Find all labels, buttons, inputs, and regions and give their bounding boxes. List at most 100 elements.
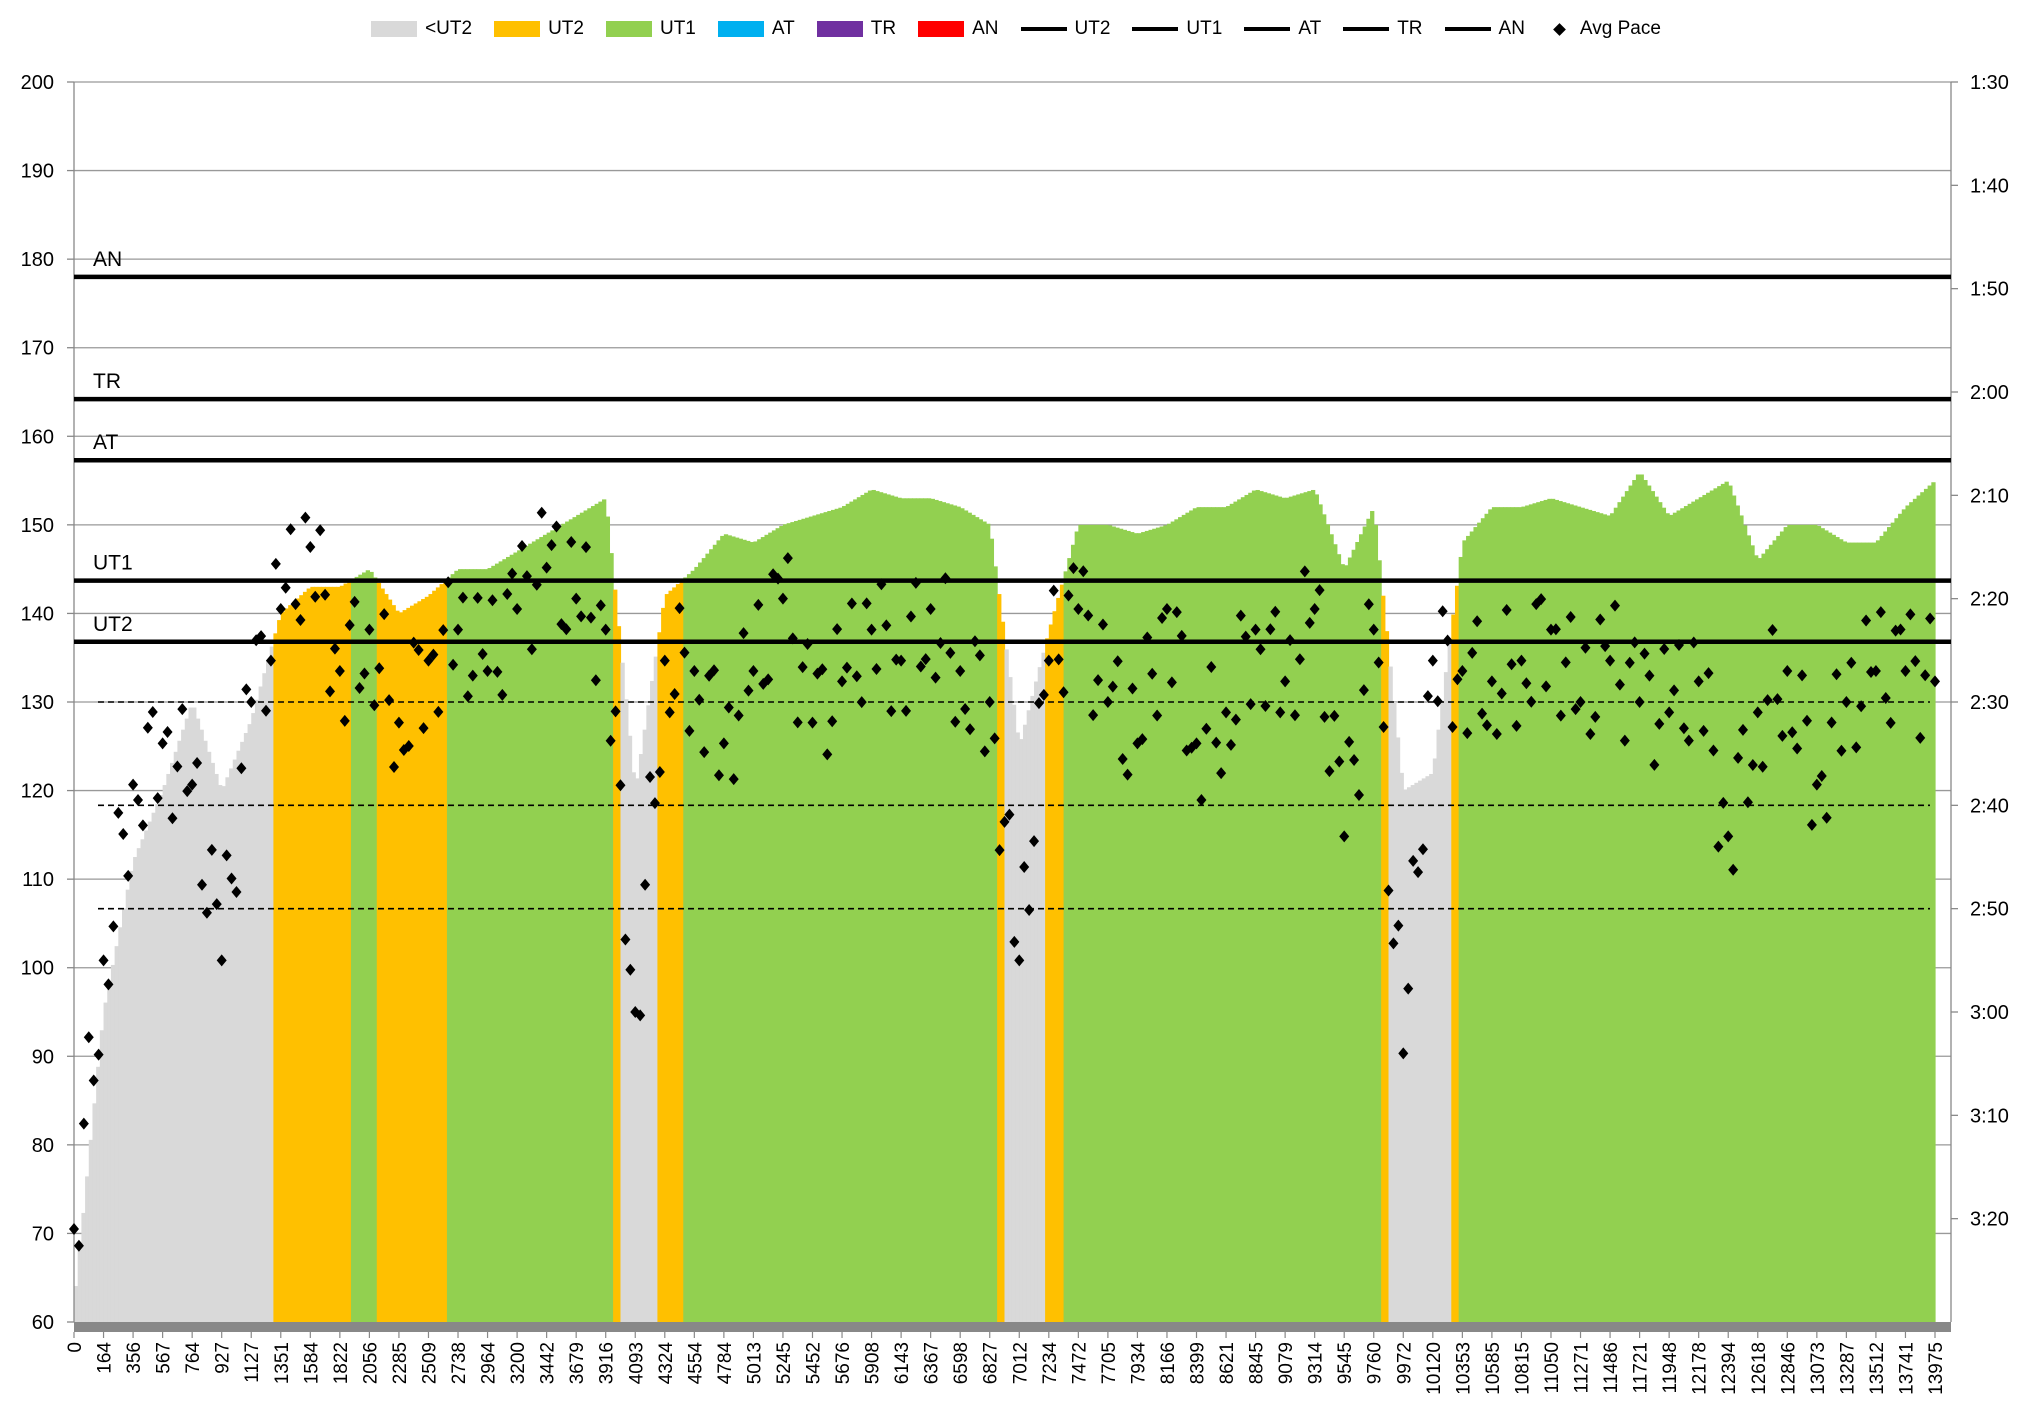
hr-area-segment [978,519,983,1322]
hr-area-segment [476,569,481,1322]
hr-area-segment [398,612,404,1322]
avg-pace-marker [182,785,193,798]
hr-area-segment [1857,542,1862,1322]
hr-area-segment [1152,528,1157,1322]
avg-pace-marker [1565,610,1576,623]
hr-area-segment [1237,499,1242,1323]
hr-area-segment [938,501,943,1322]
avg-pace-marker [940,572,951,585]
hr-area-segment [136,848,142,1322]
hr-area-segment [302,591,308,1322]
avg-pace-marker [428,648,439,661]
avg-pace-point [925,603,936,615]
hr-area-segment [1207,507,1212,1323]
x-tick-label: 2738 [449,1342,470,1384]
hr-area-segment [1355,542,1360,1322]
avg-pace-point [246,696,257,708]
y-left-tick-label: 200 [21,72,54,94]
avg-pace-marker [1142,631,1153,644]
hr-area-segment [254,699,260,1322]
hr-area-segment [458,569,463,1322]
avg-pace-marker [1787,726,1798,739]
hr-area-segment [1281,497,1286,1322]
hr-area-segment [1299,493,1305,1322]
avg-pace-marker [197,878,208,891]
avg-pace-marker [433,705,444,718]
legend-label: AT [1298,18,1322,39]
avg-pace-marker [832,623,843,636]
hr-area-segment [801,518,806,1322]
avg-pace-point [748,665,759,677]
legend-label: UT2 [548,18,584,39]
avg-pace-marker [1614,678,1625,691]
hr-area-segment [539,537,544,1322]
avg-pace-marker [472,591,483,604]
hr-area-segment [1868,542,1873,1322]
avg-pace-marker [1166,676,1177,689]
avg-pace-marker [1408,854,1419,867]
legend-line-tr-swatch [1343,27,1390,31]
hr-area-segment [1514,507,1519,1323]
avg-pace-marker [1299,565,1310,578]
hr-area-segment [1931,482,1936,1322]
avg-pace-marker [1555,709,1566,722]
hr-area-segment [362,572,367,1322]
avg-pace-marker [231,885,242,898]
hr-area-segment [1218,507,1223,1323]
avg-pace-marker [354,682,365,695]
hr-area-segment [1750,545,1755,1322]
hr-area-segment [1912,498,1918,1322]
avg-pace-marker [1117,753,1128,766]
avg-pace-marker [379,608,390,621]
avg-pace-marker [408,636,419,649]
x-tick-label: 927 [213,1342,234,1374]
avg-pace-marker [901,704,912,717]
x-tick-label: 6598 [951,1342,972,1384]
avg-pace-marker [448,658,459,671]
hr-area-segment [1347,557,1353,1322]
hr-area-segment [1539,501,1545,1322]
avg-pace-marker [1915,731,1926,744]
avg-pace-marker [1078,565,1089,578]
hr-area-segment [705,553,710,1322]
hr-area-segment [1794,524,1799,1322]
hr-area-segment [1406,787,1412,1322]
avg-pace-marker [1235,609,1246,622]
hr-area-segment [1458,556,1463,1322]
avg-pace-marker [1797,669,1808,682]
hr-area-segment [1333,544,1338,1322]
hr-area-segment [1525,505,1530,1322]
avg-pace-marker [162,725,173,738]
avg-pace-marker [566,536,577,549]
hr-area-segment [1536,502,1541,1322]
hr-area-segment [1133,533,1139,1322]
hr-area-segment [1502,507,1508,1323]
hr-area-segment [661,607,666,1322]
hr-area-segment [923,498,928,1322]
x-tick-label: 11050 [1542,1342,1563,1393]
hr-area-segment [158,795,164,1322]
hr-area-segment [266,659,271,1322]
avg-pace-point [1900,665,1911,677]
avg-pace-marker [841,661,852,674]
legend-zone-at: AT [717,18,795,40]
avg-pace-marker [492,665,503,678]
hr-area-segment [1111,526,1116,1322]
avg-pace-marker [1285,634,1296,647]
hr-area-segment [1720,483,1726,1323]
hr-area-segment [952,505,958,1322]
hr-area-segment [1713,488,1718,1323]
hr-area-segment [1381,595,1386,1322]
avg-pace-marker [1826,716,1837,729]
hr-area-segment [1643,480,1648,1323]
hr-area-segment [1314,494,1319,1322]
avg-pace-marker [457,591,468,604]
avg-pace-marker [1097,618,1108,631]
avg-pace-marker [201,906,212,919]
avg-pace-marker [1550,623,1561,636]
hr-area-segment [1255,489,1260,1322]
hr-area-segment [247,724,252,1322]
hr-area-segment [480,569,485,1322]
hr-area-segment [1776,535,1781,1322]
hr-area-segment [1528,504,1534,1322]
